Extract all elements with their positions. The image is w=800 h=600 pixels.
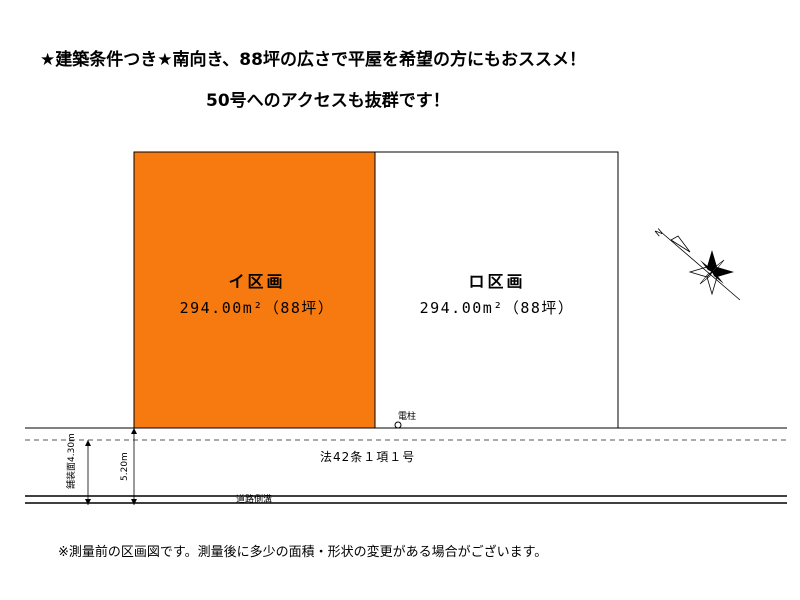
lot-ro-area (374, 151, 619, 429)
road-width-label: 5.20m (120, 452, 130, 481)
utility-pole-label: 電柱 (398, 410, 416, 422)
utility-pole-icon (394, 421, 402, 429)
compass-north-label: N (654, 227, 666, 239)
lot-i-name: イ区画 (228, 272, 285, 291)
footnote: ※測量前の区画図です。測量後に多少の面積・形状の変更がある場合がございます。 (58, 545, 548, 560)
gutter-label: 道路側溝 (236, 493, 272, 505)
headline-line-1: ★建築条件つき★南向き、88坪の広さで平屋を希望の方にもおススメ！ (40, 50, 586, 70)
paved-width-label: 舗装面4.30m (65, 433, 77, 489)
road-classification-label: 法42条１項１号 (320, 450, 415, 464)
lot-ro-name: ロ区画 (468, 272, 525, 291)
lot-ro-area-label: 294.00m²（88坪） (420, 299, 575, 317)
compass-icon: N (654, 227, 741, 301)
lot-i-area-label: 294.00m²（88坪） (180, 299, 335, 317)
headline-line-2: 50号へのアクセスも抜群です！ (206, 91, 450, 111)
lot-i-area (133, 151, 376, 429)
